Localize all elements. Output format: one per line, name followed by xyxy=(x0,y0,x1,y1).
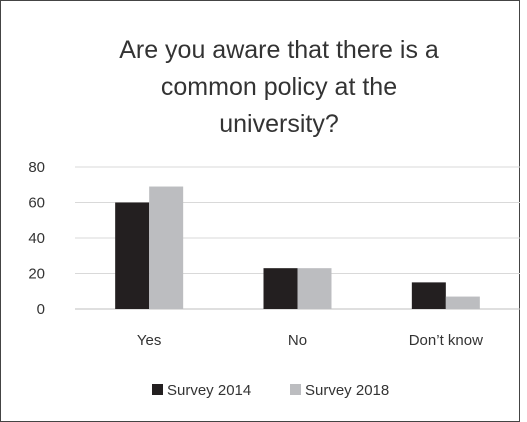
bar-yes-survey-2018 xyxy=(149,186,184,309)
bar-no-survey-2014 xyxy=(263,268,298,309)
bar-yes-survey-2014 xyxy=(115,202,150,309)
legend-label: Survey 2018 xyxy=(305,382,389,399)
y-tick-label: 40 xyxy=(28,230,45,247)
legend-swatch-survey-2018 xyxy=(290,384,301,395)
bar-don-t-know-survey-2018 xyxy=(445,296,480,309)
x-category-label: Don’t know xyxy=(409,332,483,349)
bar-don-t-know-survey-2014 xyxy=(411,282,446,309)
chart-title-line-3: university? xyxy=(219,110,339,138)
legend-label: Survey 2014 xyxy=(167,382,251,399)
chart-title-line-2: common policy at the xyxy=(161,73,397,101)
legend-swatch-survey-2014 xyxy=(152,384,163,395)
x-axis-labels: Yes No Don’t know xyxy=(137,332,483,349)
chart-title-line-1: Are you aware that there is a xyxy=(119,36,439,64)
y-axis-ticks: 0 20 40 60 80 xyxy=(28,159,45,318)
x-category-label: Yes xyxy=(137,332,161,349)
bar-no-survey-2018 xyxy=(297,268,332,309)
bars xyxy=(115,186,480,309)
y-tick-label: 60 xyxy=(28,195,45,212)
y-tick-label: 20 xyxy=(28,266,45,283)
y-tick-label: 80 xyxy=(28,159,45,176)
legend: Survey 2014 Survey 2018 xyxy=(152,382,389,399)
x-category-label: No xyxy=(288,332,307,349)
y-tick-label: 0 xyxy=(37,301,45,318)
chart-title: Are you aware that there is a common pol… xyxy=(119,36,439,138)
